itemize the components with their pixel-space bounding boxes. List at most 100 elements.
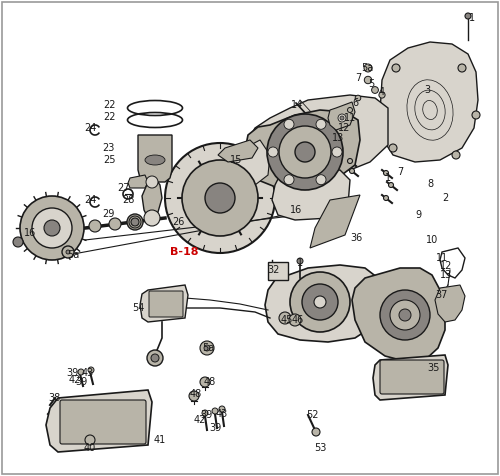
Text: 5a: 5a <box>202 343 214 353</box>
Circle shape <box>316 175 326 185</box>
Polygon shape <box>138 135 172 182</box>
Circle shape <box>212 408 218 414</box>
Text: 43: 43 <box>216 409 228 419</box>
Circle shape <box>312 428 320 436</box>
Circle shape <box>340 116 344 120</box>
Text: 6: 6 <box>352 98 358 108</box>
Polygon shape <box>128 175 148 188</box>
Text: 1: 1 <box>469 13 475 23</box>
Text: 13: 13 <box>332 133 344 143</box>
Circle shape <box>85 435 95 445</box>
Circle shape <box>32 208 72 248</box>
Circle shape <box>392 64 400 72</box>
Text: 42: 42 <box>69 375 81 385</box>
Text: 15: 15 <box>230 155 242 165</box>
FancyBboxPatch shape <box>380 360 444 394</box>
Polygon shape <box>310 195 360 248</box>
Polygon shape <box>272 170 350 220</box>
Ellipse shape <box>384 196 388 200</box>
Circle shape <box>284 119 294 129</box>
Text: 45: 45 <box>281 315 293 325</box>
FancyBboxPatch shape <box>268 262 288 280</box>
Text: 36: 36 <box>350 233 362 243</box>
Circle shape <box>268 147 278 157</box>
Text: 13: 13 <box>440 270 452 280</box>
Ellipse shape <box>145 155 165 165</box>
Text: 14: 14 <box>291 100 303 110</box>
Text: 32: 32 <box>268 265 280 275</box>
Text: 40: 40 <box>84 443 96 453</box>
Circle shape <box>200 341 214 355</box>
Polygon shape <box>232 140 270 188</box>
Text: 5a: 5a <box>361 63 373 73</box>
Text: 48: 48 <box>204 377 216 387</box>
Text: 8: 8 <box>427 179 433 189</box>
Text: 39: 39 <box>200 410 212 420</box>
Polygon shape <box>142 178 162 220</box>
Text: 41: 41 <box>154 435 166 445</box>
Text: 43: 43 <box>82 368 94 378</box>
Circle shape <box>458 64 466 72</box>
Polygon shape <box>245 110 360 188</box>
Polygon shape <box>140 285 188 322</box>
Circle shape <box>13 237 23 247</box>
Text: 9: 9 <box>415 210 421 220</box>
Circle shape <box>297 258 303 264</box>
Text: 2: 2 <box>442 193 448 203</box>
Text: B-18: B-18 <box>170 247 198 257</box>
Text: 39: 39 <box>66 368 78 378</box>
Text: 53: 53 <box>314 443 326 453</box>
Text: 35: 35 <box>427 363 439 373</box>
Circle shape <box>219 406 225 412</box>
Text: 52: 52 <box>306 410 318 420</box>
Ellipse shape <box>350 169 354 173</box>
Circle shape <box>380 290 430 340</box>
Text: 16: 16 <box>290 205 302 215</box>
Circle shape <box>204 345 210 351</box>
Circle shape <box>182 160 258 236</box>
Polygon shape <box>352 268 445 362</box>
Circle shape <box>302 284 338 320</box>
Circle shape <box>20 196 84 260</box>
Circle shape <box>267 114 343 190</box>
Text: 10: 10 <box>426 235 438 245</box>
Text: 42: 42 <box>194 415 206 425</box>
Polygon shape <box>265 265 380 342</box>
Text: 26: 26 <box>172 217 184 227</box>
Circle shape <box>399 309 411 321</box>
Text: 7: 7 <box>355 73 361 83</box>
Circle shape <box>44 220 60 236</box>
Circle shape <box>189 391 199 401</box>
Text: 5: 5 <box>368 79 374 89</box>
Circle shape <box>465 13 471 19</box>
Text: 1: 1 <box>385 173 391 183</box>
Circle shape <box>372 87 378 93</box>
Circle shape <box>390 300 420 330</box>
Circle shape <box>279 312 291 324</box>
Circle shape <box>316 119 326 129</box>
Circle shape <box>127 214 143 230</box>
Text: 37: 37 <box>435 290 447 300</box>
Text: 11: 11 <box>436 253 448 263</box>
Ellipse shape <box>348 159 352 163</box>
Text: 11: 11 <box>344 113 356 123</box>
Circle shape <box>472 111 480 119</box>
Text: 22: 22 <box>104 100 116 110</box>
Polygon shape <box>435 285 465 322</box>
Circle shape <box>109 218 121 230</box>
Circle shape <box>364 76 372 84</box>
Circle shape <box>200 377 210 387</box>
Text: 39: 39 <box>209 423 221 433</box>
Ellipse shape <box>384 170 388 176</box>
Circle shape <box>89 220 101 232</box>
Circle shape <box>151 354 159 362</box>
Circle shape <box>66 250 70 254</box>
Circle shape <box>62 246 74 258</box>
Text: 16: 16 <box>24 228 36 238</box>
Polygon shape <box>328 102 355 130</box>
Polygon shape <box>218 140 258 162</box>
Circle shape <box>348 108 352 112</box>
Circle shape <box>146 176 158 188</box>
Polygon shape <box>46 390 152 452</box>
Text: 29: 29 <box>102 209 114 219</box>
